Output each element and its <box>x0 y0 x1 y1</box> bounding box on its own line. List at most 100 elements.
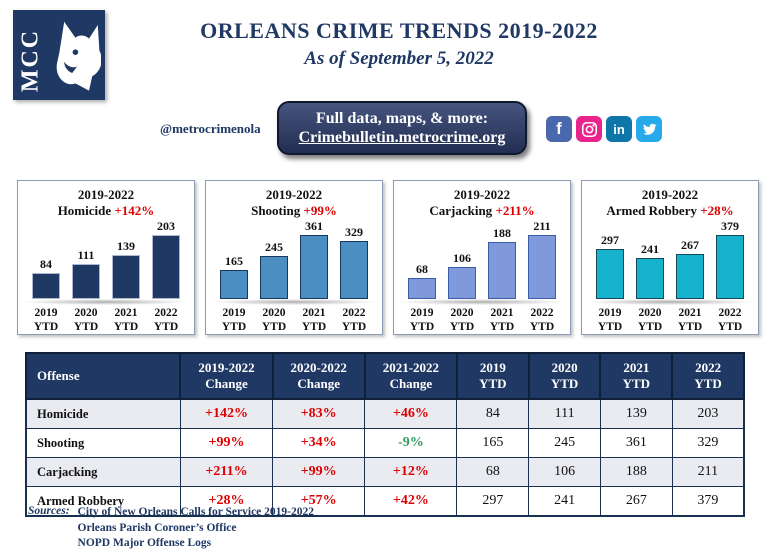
ytd-cell: 106 <box>528 457 601 487</box>
chart-offense-name: Armed Robbery <box>606 202 701 218</box>
ytd-cell: 203 <box>671 398 745 429</box>
linkedin-icon[interactable]: in <box>606 116 632 142</box>
chart-subtitle: Shooting +99% <box>206 203 382 219</box>
offense-cell: Carjacking <box>25 457 181 487</box>
offense-cell: Shooting <box>25 428 181 458</box>
change-cell: -9% <box>364 428 458 458</box>
bar <box>220 269 248 299</box>
x-axis-label: 2019 YTD <box>221 306 247 333</box>
bar <box>32 272 60 299</box>
ytd-cell: 329 <box>671 428 745 458</box>
bar-group: 165 <box>218 254 250 299</box>
chart-subtitle: Armed Robbery +28% <box>582 203 758 219</box>
bar-value-label: 211 <box>533 218 551 233</box>
x-axis-label: 2019 YTD <box>409 306 435 333</box>
change-cell: +57% <box>272 486 366 517</box>
table-header-cell: 2020 YTD <box>527 352 602 400</box>
bar-value-label: 68 <box>416 261 428 276</box>
bar-group: 245 <box>258 240 290 299</box>
x-axis-label: 2019 YTD <box>597 306 623 333</box>
full-data-button[interactable]: Full data, maps, & more: Crimebulletin.m… <box>277 101 527 155</box>
facebook-icon[interactable]: f <box>546 116 572 142</box>
bar <box>260 255 288 299</box>
chart-panel-carjacking: 2019-2022 Carjacking +211% 68 106 188 211 2019… <box>393 180 571 335</box>
chart-change-percent: +99% <box>303 202 337 218</box>
table-header-cell: 2019-2022 Change <box>179 352 274 400</box>
mcc-logo: MCC <box>13 10 105 100</box>
x-axis-label: 2022 YTD <box>341 306 367 333</box>
ytd-cell: 139 <box>599 398 673 429</box>
page-subtitle: As of September 5, 2022 <box>304 48 494 69</box>
bar-value-label: 267 <box>681 237 699 252</box>
bar-value-label: 84 <box>40 256 52 271</box>
chart-x-labels: 2019 YTD 2020 YTD 2021 YTD 2022 YTD <box>206 307 382 335</box>
sources-label: Sources: <box>28 505 70 517</box>
instagram-icon[interactable] <box>576 116 602 142</box>
ytd-cell: 361 <box>599 428 673 458</box>
ytd-cell: 379 <box>671 486 745 517</box>
bar <box>152 234 180 299</box>
page-header: ORLEANS CRIME TRENDS 2019-2022 As of Sep… <box>30 18 768 70</box>
offense-cell: Homicide <box>25 398 181 429</box>
social-handle: @metrocrimenola <box>160 121 261 136</box>
x-axis-label: 2021 YTD <box>113 306 139 333</box>
ytd-cell: 297 <box>456 486 530 517</box>
charts-row: 2019-2022 Homicide +142% 84 111 139 203 2019 YT… <box>17 180 759 335</box>
x-axis-label: 2022 YTD <box>717 306 743 333</box>
change-cell: +12% <box>364 457 458 487</box>
ytd-cell: 68 <box>456 457 530 487</box>
twitter-icon[interactable] <box>636 116 662 142</box>
chart-offense-name: Carjacking <box>429 202 496 218</box>
chart-plot: 165 245 361 329 <box>206 219 382 299</box>
table-header: Offense 2019-2022 Change 2020-2022 Change 202… <box>24 352 745 400</box>
bar-group: 211 <box>526 219 558 299</box>
bar <box>676 253 704 299</box>
page-title: ORLEANS CRIME TRENDS 2019-2022 <box>200 18 598 43</box>
change-cell: +83% <box>272 398 366 429</box>
chart-panel-shooting: 2019-2022 Shooting +99% 165 245 361 329 2019 YT… <box>205 180 383 335</box>
table-header-cell: Offense <box>24 352 182 400</box>
chart-subtitle: Carjacking +211% <box>394 203 570 219</box>
bar <box>488 241 516 299</box>
bar <box>448 266 476 299</box>
chart-title: 2019-2022 <box>265 187 323 202</box>
bar-group: 267 <box>674 238 706 299</box>
bar-group: 241 <box>634 242 666 299</box>
change-cell: +34% <box>272 428 366 458</box>
x-axis-label: 2020 YTD <box>637 306 663 333</box>
chart-x-labels: 2019 YTD 2020 YTD 2021 YTD 2022 YTD <box>394 307 570 335</box>
bar-value-label: 241 <box>641 241 659 256</box>
chart-change-percent: +28% <box>700 202 734 218</box>
ytd-cell: 165 <box>456 428 530 458</box>
bar <box>528 234 556 299</box>
table-row: Shooting +99% +34% -9% 165 245 361 329 <box>25 428 745 458</box>
bar-value-label: 139 <box>117 238 135 253</box>
bar-value-label: 203 <box>157 218 175 233</box>
table-row: Armed Robbery +28% +57% +42% 297 241 267 379 <box>25 486 745 517</box>
x-axis-label: 2019 YTD <box>33 306 59 333</box>
x-axis-label: 2020 YTD <box>449 306 475 333</box>
chart-plot: 84 111 139 203 <box>18 219 194 299</box>
x-axis-label: 2022 YTD <box>529 306 555 333</box>
ytd-cell: 84 <box>456 398 530 429</box>
chart-panel-homicide: 2019-2022 Homicide +142% 84 111 139 203 2019 YT… <box>17 180 195 335</box>
bar-group: 329 <box>338 225 370 299</box>
bar-value-label: 245 <box>265 239 283 254</box>
ytd-cell: 267 <box>599 486 673 517</box>
bar <box>112 254 140 299</box>
bar-group: 188 <box>486 226 518 299</box>
x-axis-label: 2020 YTD <box>261 306 287 333</box>
x-axis-label: 2020 YTD <box>73 306 99 333</box>
x-axis-label: 2021 YTD <box>489 306 515 333</box>
chart-title: 2019-2022 <box>641 187 699 202</box>
bar <box>636 257 664 299</box>
table-header-cell: 2020-2022 Change <box>271 352 366 400</box>
crimebulletin-link[interactable]: Crimebulletin.metrocrime.org <box>298 128 506 146</box>
chart-x-labels: 2019 YTD 2020 YTD 2021 YTD 2022 YTD <box>18 307 194 335</box>
bar <box>72 263 100 299</box>
change-cell: +142% <box>179 398 274 429</box>
bar-value-label: 329 <box>345 224 363 239</box>
chart-baseline-shadow <box>400 298 564 305</box>
bar <box>408 277 436 299</box>
